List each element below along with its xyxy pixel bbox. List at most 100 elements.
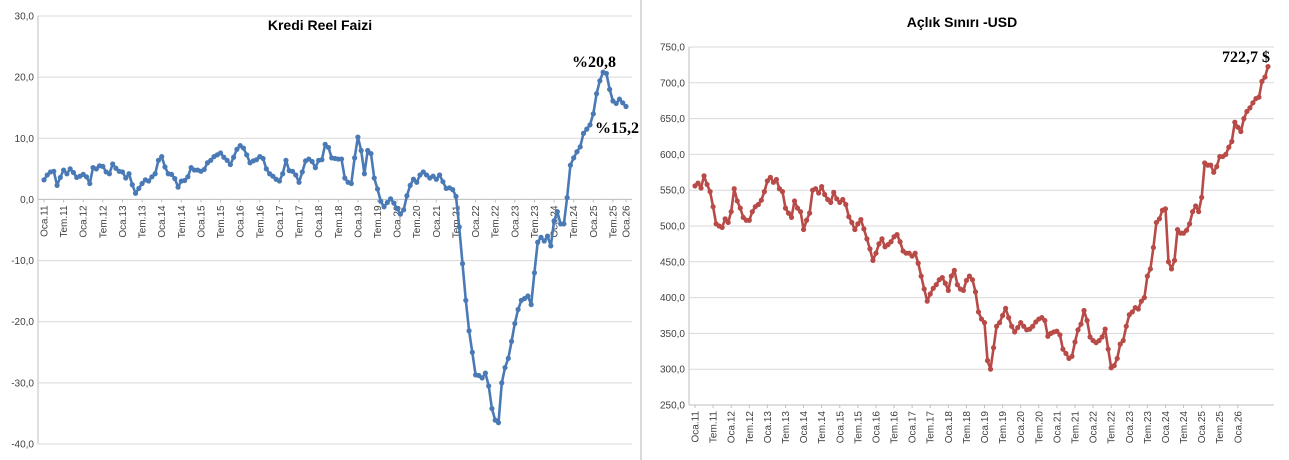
- data-point: [64, 171, 70, 177]
- data-point: [159, 154, 165, 160]
- data-point: [1147, 266, 1153, 272]
- data-point: [791, 198, 798, 204]
- data-point: [61, 167, 67, 173]
- data-point: [933, 282, 939, 288]
- data-point: [571, 155, 577, 161]
- data-point: [948, 273, 954, 279]
- data-point: [1084, 317, 1090, 324]
- data-point: [352, 155, 358, 161]
- x-tick-label: Oca.11: [691, 411, 702, 443]
- data-point: [927, 291, 933, 297]
- data-point: [779, 189, 786, 195]
- data-point: [1229, 138, 1235, 145]
- data-point: [365, 147, 371, 154]
- data-point: [1135, 306, 1141, 312]
- data-point: [1087, 334, 1093, 340]
- series-line: [694, 66, 1270, 371]
- y-tick-label: -30,0: [11, 378, 34, 389]
- data-point: [704, 181, 710, 188]
- data-point: [1114, 355, 1120, 362]
- data-point: [41, 177, 47, 183]
- y-tick-label: -20,0: [11, 317, 34, 328]
- data-point: [263, 166, 269, 172]
- data-point: [1015, 325, 1021, 331]
- data-point: [828, 199, 834, 205]
- data-point: [456, 224, 462, 230]
- data-point: [737, 205, 743, 211]
- data-point: [322, 141, 328, 147]
- data-point: [309, 158, 315, 165]
- data-point: [567, 162, 574, 168]
- x-tick-label: Tem.15: [216, 205, 227, 238]
- x-tick-label: Tem.13: [138, 205, 149, 238]
- data-point: [283, 157, 289, 163]
- x-tick-label: Tem.19: [373, 205, 384, 238]
- data-point: [83, 174, 90, 180]
- data-point: [1156, 216, 1163, 222]
- data-point: [1165, 259, 1172, 265]
- data-point: [551, 218, 557, 224]
- x-tick-label: Tem.24: [569, 205, 580, 238]
- data-point: [325, 144, 332, 151]
- x-tick-label: Tem.18: [334, 205, 345, 238]
- data-point: [580, 130, 587, 136]
- x-tick-label: Oca.26: [622, 205, 633, 238]
- data-point: [942, 280, 948, 286]
- data-point: [912, 250, 918, 256]
- y-tick-label: 350,0: [660, 329, 685, 340]
- data-point: [499, 380, 505, 386]
- x-tick-label: Tem.22: [1107, 411, 1118, 444]
- data-point: [800, 226, 807, 233]
- data-point: [162, 164, 168, 170]
- data-point: [1042, 317, 1048, 324]
- data-point: [234, 146, 240, 152]
- data-point: [299, 169, 305, 175]
- y-tick-label: 250,0: [660, 401, 685, 412]
- data-point: [1250, 100, 1256, 106]
- data-point: [1075, 327, 1081, 333]
- data-point: [175, 184, 181, 190]
- data-point: [1063, 350, 1069, 357]
- data-point: [387, 196, 394, 202]
- data-point: [420, 169, 426, 175]
- x-tick-label: Tem.25: [608, 205, 619, 238]
- data-point: [221, 154, 227, 160]
- y-tick-label: 550,0: [660, 186, 685, 197]
- data-point: [437, 172, 443, 178]
- data-point: [417, 172, 423, 178]
- x-tick-label: Oca.15: [196, 205, 207, 238]
- x-tick-label: Oca.14: [157, 205, 168, 238]
- y-tick-label: 450,0: [660, 257, 685, 268]
- data-point: [463, 297, 469, 303]
- data-point: [525, 293, 531, 299]
- data-point: [788, 214, 795, 221]
- x-tick-label: Oca.26: [1233, 411, 1244, 444]
- data-point: [217, 150, 224, 156]
- data-point: [181, 177, 188, 184]
- chart-title: Kredi Reel Faizi: [268, 17, 372, 33]
- data-point: [803, 217, 810, 223]
- data-point: [146, 178, 152, 184]
- data-point: [945, 287, 951, 294]
- kredi-reel-faizi-chart: 30,0 20,0 10,0 0,0 -10,0 -20,0 -30,0 -40,0 Oca.1…: [0, 0, 641, 460]
- data-point: [1003, 305, 1009, 311]
- data-point: [113, 165, 119, 171]
- data-point: [548, 243, 554, 249]
- y-tick-label: 750,0: [660, 43, 685, 54]
- data-point: [87, 180, 93, 187]
- data-point: [797, 209, 804, 215]
- data-point: [67, 166, 73, 172]
- data-point: [984, 358, 991, 364]
- data-point: [728, 209, 734, 215]
- data-point: [208, 157, 214, 163]
- data-point: [722, 216, 728, 222]
- data-point: [918, 273, 924, 279]
- y-tick-label: 10,0: [15, 134, 35, 145]
- data-point: [725, 219, 731, 226]
- x-tick-label: Tem.17: [295, 205, 306, 238]
- x-tick-label: Tem.20: [412, 205, 423, 238]
- data-point: [698, 185, 704, 191]
- data-point: [603, 70, 609, 77]
- x-tick-label: Oca.15: [835, 411, 846, 444]
- data-point: [969, 277, 976, 283]
